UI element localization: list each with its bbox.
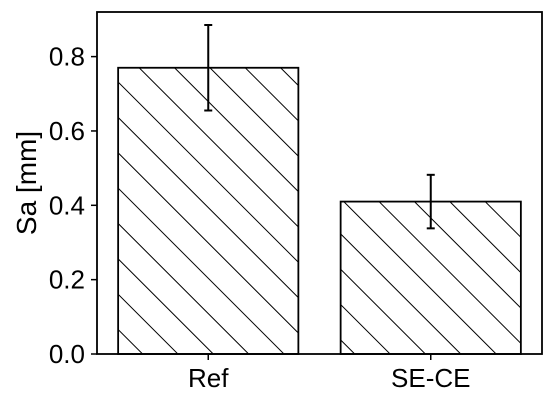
y-tick-label: 0.0 xyxy=(49,339,85,369)
error-bar-ref xyxy=(204,24,213,112)
x-tick-label: SE-CE xyxy=(391,363,470,393)
x-axis: Ref SE-CE xyxy=(188,354,470,393)
error-bars-layer xyxy=(204,24,435,230)
bar-ref xyxy=(117,66,300,355)
x-tick-label: Ref xyxy=(188,363,229,393)
y-tick-label: 0.6 xyxy=(49,116,85,146)
y-tick-label: 0.4 xyxy=(49,190,85,220)
bars-layer xyxy=(117,66,522,355)
plot-frame xyxy=(96,11,543,355)
y-axis: 0.0 0.2 0.4 0.6 0.8 xyxy=(49,42,97,369)
y-axis-title: Sa [mm] xyxy=(11,131,42,235)
error-bar-se-ce xyxy=(426,173,435,230)
y-tick-label: 0.8 xyxy=(49,42,85,72)
y-tick-label: 0.2 xyxy=(49,265,85,295)
